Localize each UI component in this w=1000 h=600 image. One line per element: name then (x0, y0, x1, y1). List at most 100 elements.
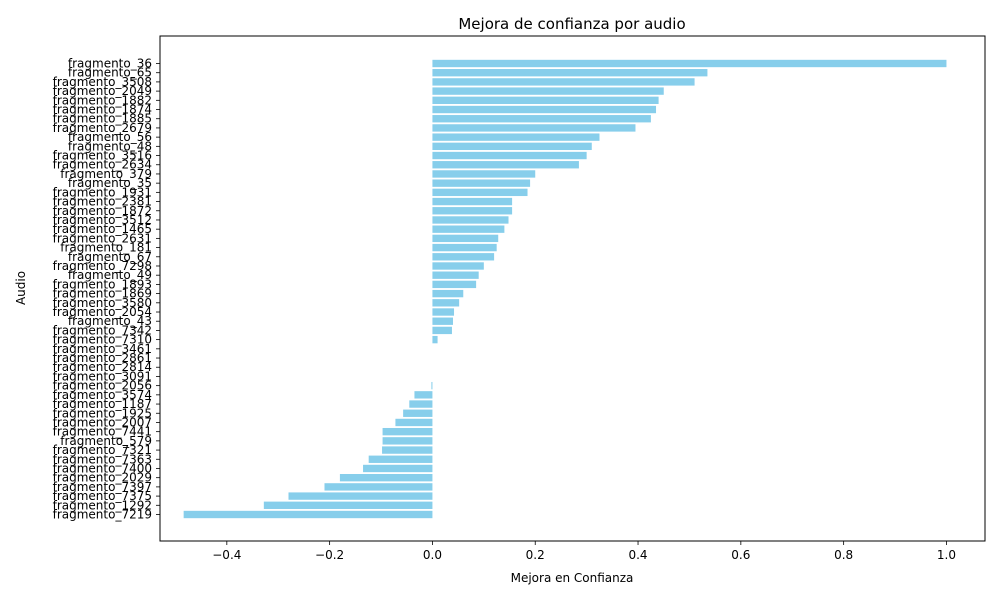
bars-group (183, 59, 947, 519)
bar-fragmento_2007 (395, 418, 433, 427)
bar-fragmento_579 (382, 437, 433, 445)
y-tick-label: fragmento_379 (60, 167, 152, 181)
bar-fragmento_3512 (432, 216, 509, 224)
bar-fragmento_7441 (382, 427, 433, 436)
bar-fragmento_181 (432, 243, 497, 252)
y-tick-label: fragmento_7375 (53, 489, 152, 503)
y-tick-label: fragmento_7397 (53, 480, 152, 494)
y-tick-label: fragmento_2634 (53, 158, 152, 172)
bar-fragmento_7397 (324, 483, 433, 491)
bar-fragmento_1869 (432, 289, 464, 298)
y-tick-label: fragmento_49 (68, 268, 152, 282)
bar-fragmento_7310 (432, 335, 438, 344)
bar-fragmento_1882 (432, 96, 659, 104)
plot-frame (159, 35, 986, 542)
bar-fragmento_65 (432, 69, 708, 77)
y-tick-label: fragmento_48 (68, 139, 152, 153)
y-tick-label: fragmento_3574 (53, 388, 152, 402)
bar-fragmento_1885 (432, 115, 651, 123)
y-tick-label: fragmento_3508 (53, 75, 152, 89)
y-tick-label: fragmento_2049 (53, 84, 152, 98)
y-tick-label: fragmento_1187 (53, 397, 152, 411)
bar-fragmento_1931 (432, 188, 528, 197)
x-tick-label: 0.8 (834, 548, 853, 562)
bar-fragmento_1465 (432, 225, 505, 233)
y-tick-label: fragmento_2054 (53, 305, 152, 319)
y-axis-title: Audio (14, 271, 28, 305)
y-tick-label: fragmento_1292 (53, 498, 152, 512)
x-tick-label: 1.0 (937, 548, 956, 562)
y-tick-label: fragmento_3516 (53, 149, 152, 163)
y-tick-label: fragmento_36 (68, 57, 152, 71)
y-tick-label: fragmento_43 (68, 314, 152, 328)
bar-fragmento_7219 (183, 510, 433, 519)
bar-fragmento_1925 (403, 409, 433, 417)
y-tick-label: fragmento_3091 (53, 369, 152, 383)
y-tick-label: fragmento_67 (68, 250, 152, 264)
y-tick-label: fragmento_3512 (53, 213, 152, 227)
y-tick-label: fragmento_7310 (53, 333, 152, 347)
y-tick-label: fragmento_1925 (53, 406, 152, 420)
bar-fragmento_43 (432, 317, 453, 325)
bar-fragmento_1187 (409, 400, 433, 408)
bar-fragmento_3508 (432, 78, 695, 86)
bar-fragmento_2679 (432, 124, 636, 132)
bar-fragmento_2029 (339, 474, 433, 482)
x-tick-label: 0.0 (423, 548, 442, 562)
y-axis-ticks: fragmento_36fragmento_65fragmento_3508fr… (53, 57, 160, 522)
bar-fragmento_3574 (414, 391, 433, 399)
y-tick-label: fragmento_2631 (53, 231, 152, 245)
y-tick-label: fragmento_7400 (53, 461, 152, 475)
bar-fragmento_1893 (432, 280, 477, 289)
bar-fragmento_56 (432, 133, 600, 141)
y-tick-label: fragmento_56 (68, 130, 152, 144)
y-tick-label: fragmento_3580 (53, 296, 152, 310)
y-tick-label: fragmento_2814 (53, 360, 152, 374)
y-tick-label: fragmento_7342 (53, 323, 152, 337)
y-tick-label: fragmento_3461 (53, 342, 152, 356)
y-tick-label: fragmento_35 (68, 176, 152, 190)
bar-fragmento_48 (432, 142, 592, 151)
bar-fragmento_2056 (431, 381, 433, 390)
bar-fragmento_7298 (432, 262, 484, 270)
y-tick-label: fragmento_2381 (53, 195, 152, 209)
bar-fragmento_3516 (432, 151, 587, 160)
bar-fragmento_7342 (432, 326, 452, 335)
bar-fragmento_2049 (432, 87, 664, 95)
bar-fragmento_7400 (363, 464, 433, 473)
y-tick-label: fragmento_7363 (53, 452, 152, 466)
bar-fragmento_7375 (288, 492, 433, 500)
bar-fragmento_49 (432, 271, 479, 279)
y-tick-label: fragmento_2029 (53, 471, 152, 485)
y-tick-label: fragmento_579 (60, 434, 152, 448)
y-tick-label: fragmento_2861 (53, 351, 152, 365)
x-tick-label: 0.2 (526, 548, 545, 562)
y-tick-label: fragmento_7219 (53, 508, 152, 522)
y-tick-label: fragmento_181 (60, 241, 152, 255)
y-tick-label: fragmento_2056 (53, 379, 152, 393)
y-tick-label: fragmento_1869 (53, 287, 152, 301)
bar-fragmento_3580 (432, 299, 460, 307)
x-axis-ticks: −0.4 −0.2 0.0 0.2 0.4 0.6 0.8 1.0 (212, 541, 956, 562)
bar-fragmento_379 (432, 170, 536, 178)
y-tick-label: fragmento_1872 (53, 204, 152, 218)
y-tick-label: fragmento_1893 (53, 277, 152, 291)
bar-fragmento_67 (432, 253, 495, 261)
bar-fragmento_1292 (263, 501, 433, 509)
bar-fragmento_1872 (432, 207, 513, 215)
bar-fragmento_2054 (432, 308, 455, 316)
y-tick-label: fragmento_1931 (53, 185, 152, 199)
bar-fragmento_2634 (432, 161, 579, 169)
y-tick-label: fragmento_2007 (53, 415, 152, 429)
bar-fragmento_7363 (368, 455, 433, 463)
y-tick-label: fragmento_65 (68, 66, 152, 80)
y-tick-label: fragmento_7321 (53, 443, 152, 457)
x-tick-label: 0.4 (628, 548, 647, 562)
x-tick-label: 0.6 (731, 548, 750, 562)
x-tick-label: −0.4 (212, 548, 241, 562)
bar-fragmento_1874 (432, 105, 657, 114)
y-tick-label: fragmento_1882 (53, 93, 152, 107)
y-tick-label: fragmento_1885 (53, 112, 152, 126)
y-tick-label: fragmento_7441 (53, 425, 152, 439)
